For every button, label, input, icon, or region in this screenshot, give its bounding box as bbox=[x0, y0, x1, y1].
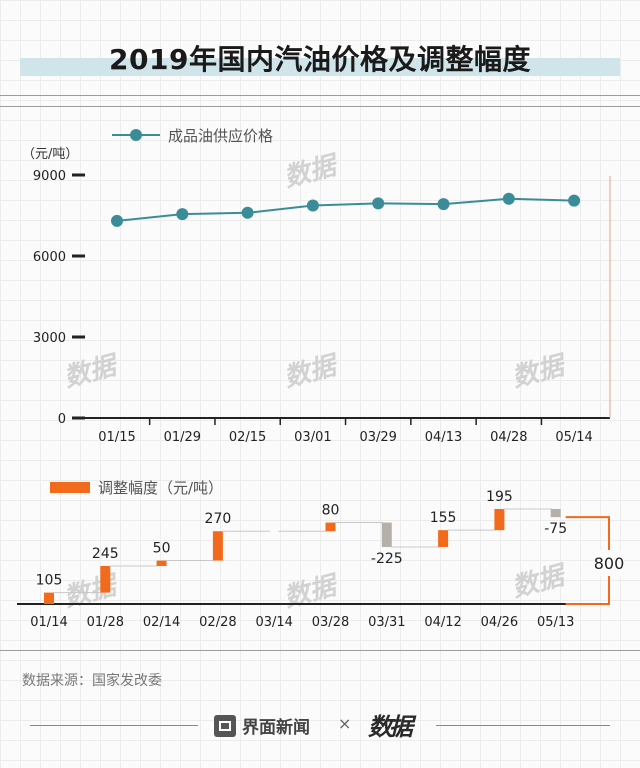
x-tick-label: 04/26 bbox=[481, 615, 518, 630]
price-point bbox=[568, 194, 581, 207]
x-tick-label: 02/15 bbox=[229, 430, 266, 445]
price-point bbox=[176, 208, 189, 221]
watermark: 数据 bbox=[281, 570, 343, 613]
partner-logo: 数据 bbox=[368, 713, 413, 741]
source-note: 数据来源：国家发改委 bbox=[22, 673, 162, 689]
brand-name: 界面新闻 bbox=[242, 718, 310, 738]
bar-legend-swatch bbox=[50, 482, 90, 493]
x-tick-label: 05/13 bbox=[537, 615, 574, 630]
price-point bbox=[306, 199, 319, 212]
y-tick-label: 3000 bbox=[33, 331, 66, 346]
adjustment-bar bbox=[156, 560, 167, 566]
price-series-line bbox=[116, 197, 575, 222]
footer-line-left bbox=[30, 725, 198, 726]
x-tick-label: 02/28 bbox=[199, 615, 236, 630]
x-tick-label: 03/29 bbox=[359, 430, 396, 445]
adjustment-bar-chart: 调整幅度（元/吨） 105 01/14 245 01/28 50 02/14 270 02/2… bbox=[17, 479, 624, 630]
bar-value-label: 80 bbox=[322, 503, 340, 519]
y-tick-label: 9000 bbox=[33, 169, 66, 184]
adjustment-bar bbox=[325, 522, 336, 532]
x-tick-label: 04/12 bbox=[424, 615, 461, 630]
brand: 界面新闻 bbox=[214, 713, 310, 738]
footer-line-right bbox=[436, 725, 610, 726]
price-point bbox=[241, 206, 254, 219]
bar-value-label: 270 bbox=[205, 511, 232, 527]
x-tick-label: 03/01 bbox=[294, 430, 331, 445]
adjustment-bar bbox=[100, 565, 111, 593]
adjustment-bar bbox=[381, 522, 392, 547]
watermark: 数据 bbox=[281, 150, 343, 193]
bar-value-label: 245 bbox=[92, 546, 119, 562]
watermark: 数据 bbox=[61, 570, 123, 613]
watermark: 数据 bbox=[61, 350, 123, 393]
footer-separator: × bbox=[338, 714, 352, 733]
adjustment-bar bbox=[212, 531, 223, 561]
x-tick-label: 01/29 bbox=[164, 430, 201, 445]
x-tick-label: 03/28 bbox=[312, 615, 349, 630]
page-title: 2019年国内汽油价格及调整幅度 bbox=[109, 43, 531, 76]
bottom-rule bbox=[0, 650, 640, 651]
x-tick-label: 01/28 bbox=[87, 615, 124, 630]
total-label-backing bbox=[596, 550, 624, 576]
line-legend-label: 成品油供应价格 bbox=[168, 127, 273, 145]
top-rule-secondary bbox=[0, 106, 640, 107]
bar-value-label: -225 bbox=[371, 551, 403, 567]
x-tick-label: 05/14 bbox=[555, 430, 592, 445]
price-point bbox=[372, 197, 385, 210]
watermark: 数据 bbox=[281, 350, 343, 393]
price-point bbox=[437, 198, 450, 211]
y-unit-label: （元/吨） bbox=[22, 147, 78, 162]
x-tick-label: 04/13 bbox=[425, 430, 462, 445]
y-tick-label: 0 bbox=[58, 412, 66, 427]
footer: 界面新闻 × 数据 bbox=[0, 705, 640, 745]
total-label: 800 bbox=[594, 554, 625, 573]
x-tick-label: 04/28 bbox=[490, 430, 527, 445]
bar-value-label: -75 bbox=[544, 521, 567, 537]
brand-logo-icon bbox=[214, 714, 236, 737]
x-tick-label: 03/14 bbox=[255, 615, 292, 630]
bar-value-label: 195 bbox=[486, 489, 513, 505]
bar-value-label: 155 bbox=[430, 510, 457, 526]
x-tick-label: 01/15 bbox=[98, 430, 135, 445]
adjustment-bar bbox=[438, 530, 449, 547]
x-tick-label: 02/14 bbox=[143, 615, 180, 630]
bar-legend-label: 调整幅度（元/吨） bbox=[98, 479, 223, 497]
top-rule bbox=[0, 95, 640, 96]
price-point bbox=[502, 192, 515, 205]
watermark: 数据 bbox=[509, 560, 571, 603]
adjustment-bar bbox=[44, 592, 54, 604]
y-tick-label: 6000 bbox=[33, 250, 66, 265]
adjustment-bar bbox=[550, 508, 561, 518]
legend-marker bbox=[130, 129, 142, 141]
watermark: 数据 bbox=[509, 350, 571, 393]
adjustment-bar bbox=[494, 508, 505, 531]
price-line-chart: （元/吨） 成品油供应价格 0 3000 6000 9000 01/15 01/29 02/… bbox=[22, 127, 611, 445]
title-band bbox=[20, 58, 620, 76]
x-tick-label: 03/31 bbox=[368, 615, 405, 630]
x-tick-label: 01/14 bbox=[30, 615, 67, 630]
price-point bbox=[111, 214, 123, 227]
bar-value-label: 50 bbox=[153, 541, 171, 557]
bar-value-label: 105 bbox=[36, 573, 63, 589]
